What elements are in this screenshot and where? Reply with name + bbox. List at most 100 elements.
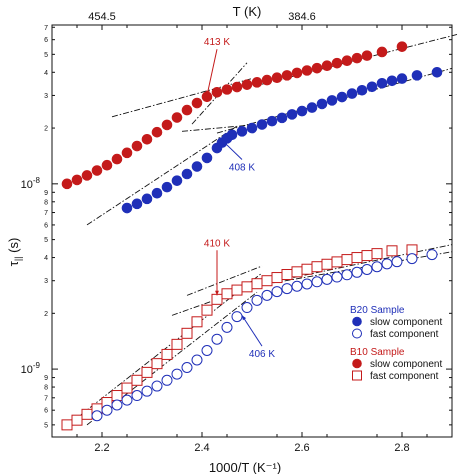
data-point bbox=[101, 404, 113, 416]
data-point bbox=[271, 72, 283, 84]
data-point bbox=[256, 119, 268, 130]
data-point bbox=[201, 152, 213, 164]
y-minor-label: 8 bbox=[44, 385, 48, 392]
y-minor-label: 3 bbox=[44, 278, 48, 285]
data-point bbox=[171, 175, 183, 186]
legend-marker bbox=[352, 370, 362, 381]
y-minor-label: 6 bbox=[44, 37, 48, 44]
data-point bbox=[181, 327, 193, 339]
data-point bbox=[226, 129, 238, 141]
data-point bbox=[91, 410, 103, 422]
data-point bbox=[351, 252, 363, 264]
x-tick-label: 2.2 bbox=[94, 442, 109, 454]
legend-group-title: B10 Sample bbox=[350, 347, 405, 358]
data-point bbox=[271, 272, 283, 284]
y-minor-label: 5 bbox=[44, 237, 48, 244]
data-point bbox=[351, 52, 363, 64]
data-point bbox=[331, 57, 343, 69]
series-b20_fast bbox=[91, 249, 438, 422]
annotation-label: 413 K bbox=[204, 37, 230, 48]
y-major-label-exponent: -9 bbox=[33, 361, 41, 370]
annotation-arrowhead bbox=[215, 290, 219, 296]
data-point bbox=[426, 249, 438, 261]
data-point bbox=[371, 248, 383, 260]
data-point bbox=[191, 161, 203, 172]
data-point bbox=[181, 362, 193, 374]
data-point bbox=[336, 91, 348, 103]
data-point bbox=[371, 261, 383, 273]
data-point bbox=[111, 399, 123, 411]
data-point bbox=[326, 95, 338, 106]
legend-label: slow component bbox=[370, 359, 442, 370]
data-point bbox=[171, 368, 183, 380]
y-major-label-exponent: -8 bbox=[33, 176, 41, 185]
y-minor-label: 6 bbox=[44, 222, 48, 229]
legend-marker bbox=[352, 316, 362, 327]
data-point bbox=[296, 105, 308, 117]
data-point bbox=[191, 354, 203, 366]
y-axis-subscript: || bbox=[13, 256, 23, 261]
data-point bbox=[71, 174, 83, 186]
y-minor-label: 7 bbox=[44, 395, 48, 402]
plot-frame bbox=[51, 24, 453, 438]
data-point bbox=[311, 276, 323, 288]
data-point bbox=[141, 385, 153, 397]
data-point bbox=[91, 165, 103, 176]
series-b10_fast bbox=[61, 244, 418, 431]
x-tick-label: 2.4 bbox=[194, 442, 209, 454]
data-point bbox=[251, 294, 263, 306]
data-point bbox=[356, 84, 368, 96]
data-point bbox=[131, 374, 143, 386]
data-point bbox=[386, 75, 398, 87]
data-point bbox=[331, 256, 343, 268]
y-minor-label: 9 bbox=[44, 375, 48, 382]
data-point bbox=[276, 112, 288, 124]
data-point bbox=[341, 254, 353, 266]
top-axis-title: T (K) bbox=[233, 4, 262, 19]
data-point bbox=[131, 390, 143, 402]
annotation-label: 408 K bbox=[229, 163, 255, 174]
data-point bbox=[321, 258, 333, 270]
data-point bbox=[121, 382, 133, 394]
y-minor-label: 4 bbox=[44, 255, 48, 262]
data-point bbox=[121, 147, 133, 159]
data-point bbox=[331, 271, 343, 283]
data-point bbox=[161, 348, 173, 360]
data-point bbox=[151, 358, 163, 370]
data-point bbox=[321, 273, 333, 285]
data-point bbox=[236, 126, 248, 137]
data-point bbox=[261, 289, 273, 301]
data-point bbox=[231, 311, 243, 323]
data-point bbox=[411, 70, 423, 81]
data-point bbox=[251, 77, 263, 88]
data-point bbox=[161, 119, 173, 131]
data-point bbox=[306, 102, 318, 113]
fit-line bbox=[186, 265, 263, 296]
y-axis-symbol: τ bbox=[6, 260, 21, 266]
legend-label: slow component bbox=[370, 317, 442, 328]
y-major-label-base: 10 bbox=[21, 179, 33, 191]
data-point bbox=[131, 140, 143, 152]
data-point bbox=[231, 284, 243, 296]
data-point bbox=[271, 286, 283, 298]
y-minor-label: 4 bbox=[44, 70, 48, 77]
data-point bbox=[181, 168, 193, 180]
y-major-label-base: 10 bbox=[21, 364, 33, 376]
x-tick-label: 2.8 bbox=[394, 442, 409, 454]
x-tick-label: 2.6 bbox=[294, 442, 309, 454]
y-major-label: 10-8 bbox=[21, 176, 41, 191]
data-point bbox=[211, 86, 223, 98]
data-point bbox=[266, 115, 278, 127]
y-minor-label: 3 bbox=[44, 93, 48, 100]
fit-line bbox=[86, 125, 238, 226]
top-tick-label: 384.6 bbox=[288, 11, 316, 23]
top-tick-label: 454.5 bbox=[88, 11, 116, 23]
data-point bbox=[311, 62, 323, 74]
data-point bbox=[211, 333, 223, 345]
data-series bbox=[61, 41, 443, 431]
data-point bbox=[361, 263, 373, 275]
data-point bbox=[391, 256, 403, 268]
data-point bbox=[231, 81, 243, 93]
data-point bbox=[291, 280, 303, 292]
